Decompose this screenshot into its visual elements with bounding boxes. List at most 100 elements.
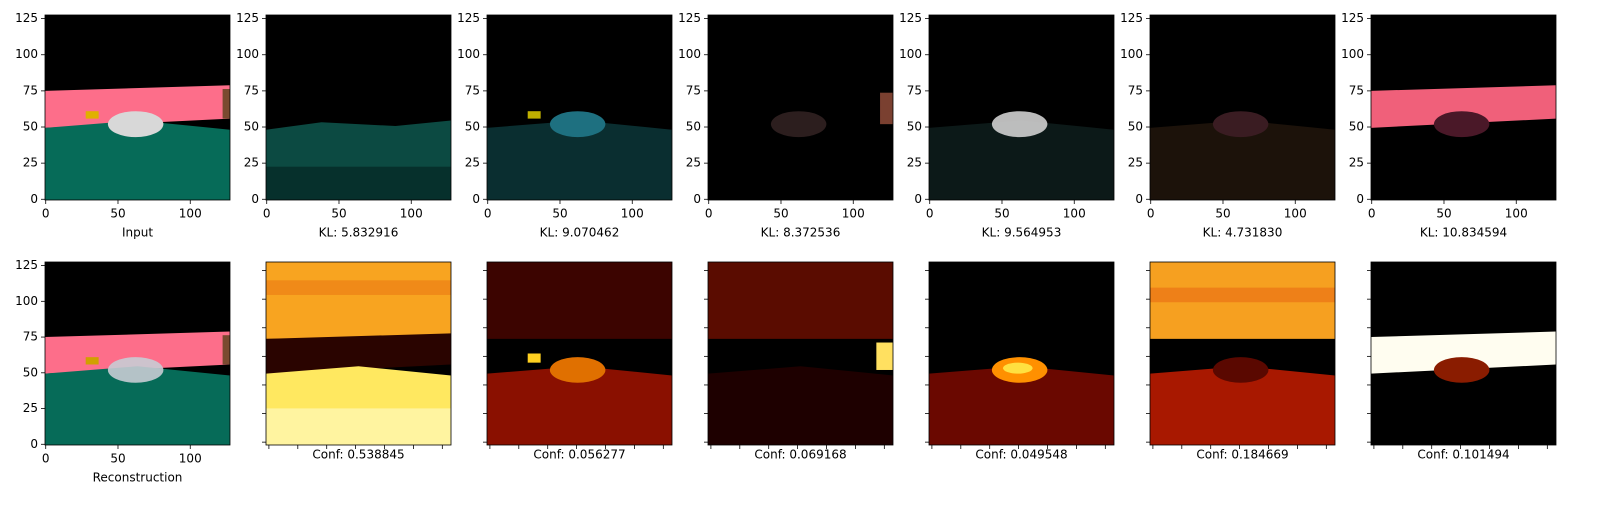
y-tick-label: 100 xyxy=(1341,47,1364,61)
image-region xyxy=(1212,111,1269,138)
image-region xyxy=(85,111,99,119)
y-tick-label: 100 xyxy=(15,294,38,308)
image-region xyxy=(487,120,672,200)
panel: 0 50 100 0 25 50 75 100 125 KL: 4.731830 xyxy=(1120,11,1336,240)
y-tick-label: 50 xyxy=(244,120,259,134)
y-tick-label: 0 xyxy=(914,192,922,206)
axes-frame xyxy=(928,14,1115,201)
y-tick-label: 50 xyxy=(23,365,38,379)
image-region xyxy=(549,111,606,138)
y-tick-label: 75 xyxy=(23,83,38,97)
panel: 0 50 100 0 25 50 75 100 125 KL: 8.372536 xyxy=(678,11,894,240)
x-axis-label: Conf: 0.184669 xyxy=(1196,448,1288,462)
x-axis-label: Input xyxy=(122,226,153,240)
axes-frame xyxy=(928,261,1115,446)
y-tick-label: 0 xyxy=(1135,192,1143,206)
axes-frame xyxy=(1370,14,1557,201)
axes-frame xyxy=(44,261,231,446)
panel: Conf: 0.069168 xyxy=(704,261,894,462)
heatmap-image xyxy=(266,262,451,445)
image-region xyxy=(708,262,893,339)
panel: 0 50 100 0 25 50 75 100 125 Input xyxy=(15,11,231,240)
panel: Conf: 0.101494 xyxy=(1367,261,1557,462)
x-axis-label: Conf: 0.538845 xyxy=(312,448,404,462)
y-tick-label: 50 xyxy=(23,120,38,134)
x-tick-label: 0 xyxy=(926,207,934,221)
x-tick-label: 100 xyxy=(1284,207,1307,221)
y-tick-label: 100 xyxy=(236,47,259,61)
y-tick-label: 125 xyxy=(457,11,480,25)
x-tick-label: 100 xyxy=(1505,207,1528,221)
image xyxy=(45,15,230,200)
y-tick-label: 125 xyxy=(678,11,701,25)
image-region xyxy=(1433,357,1490,383)
image-region xyxy=(266,166,451,200)
panel: 0 50 100 0 25 50 75 100 125 KL: 5.832916 xyxy=(236,11,452,240)
image-region xyxy=(1433,111,1490,138)
x-axis-label: KL: 4.731830 xyxy=(1203,226,1283,240)
image-region xyxy=(266,333,451,374)
y-tick-label: 50 xyxy=(465,120,480,134)
y-tick-label: 0 xyxy=(472,192,480,206)
axes-frame xyxy=(707,261,894,446)
x-tick-label: 100 xyxy=(179,207,202,221)
image-region xyxy=(527,111,541,119)
image-region xyxy=(876,342,893,370)
axes-frame xyxy=(44,14,231,201)
x-tick-label: 0 xyxy=(484,207,492,221)
y-tick-label: 75 xyxy=(1349,83,1364,97)
image xyxy=(266,15,451,200)
image-region xyxy=(708,366,893,445)
x-tick-label: 100 xyxy=(621,207,644,221)
y-tick-label: 25 xyxy=(23,156,38,170)
image xyxy=(1150,15,1335,200)
x-tick-label: 100 xyxy=(842,207,865,221)
panel: 0 50 100 0 25 50 75 100 125 Reconstruction xyxy=(15,258,231,485)
x-axis-label: KL: 9.564953 xyxy=(982,226,1062,240)
x-tick-label: 50 xyxy=(1215,207,1230,221)
y-tick-label: 0 xyxy=(1356,192,1364,206)
image-region xyxy=(1371,85,1556,128)
y-tick-label: 125 xyxy=(1341,11,1364,25)
x-axis-label: Conf: 0.101494 xyxy=(1417,448,1509,462)
y-tick-label: 25 xyxy=(686,156,701,170)
y-tick-label: 100 xyxy=(1120,47,1143,61)
axes-frame xyxy=(486,261,673,446)
image-region xyxy=(222,89,230,119)
image xyxy=(929,15,1114,200)
image-region xyxy=(880,92,893,125)
y-tick-label: 25 xyxy=(465,156,480,170)
image-region xyxy=(266,408,451,445)
heatmap-image xyxy=(1150,262,1335,445)
y-tick-label: 50 xyxy=(1128,120,1143,134)
panel: Conf: 0.538845 xyxy=(262,261,452,462)
image-region xyxy=(770,111,827,138)
x-tick-label: 0 xyxy=(263,207,271,221)
image-region xyxy=(266,262,451,339)
y-tick-label: 75 xyxy=(907,83,922,97)
y-tick-label: 75 xyxy=(465,83,480,97)
x-tick-label: 0 xyxy=(1147,207,1155,221)
x-tick-label: 50 xyxy=(110,452,125,466)
image-region xyxy=(1150,120,1335,200)
axes-frame xyxy=(486,14,673,201)
x-axis-label: KL: 5.832916 xyxy=(319,226,399,240)
x-axis-label: KL: 8.372536 xyxy=(761,226,841,240)
panel: 0 50 100 0 25 50 75 100 125 KL: 9.070462 xyxy=(457,11,673,240)
x-tick-label: 50 xyxy=(1436,207,1451,221)
image-region xyxy=(222,335,230,365)
y-tick-label: 125 xyxy=(236,11,259,25)
image-region xyxy=(929,366,1114,445)
x-axis-label: Conf: 0.069168 xyxy=(754,448,846,462)
x-tick-label: 50 xyxy=(110,207,125,221)
image xyxy=(487,15,672,200)
panel: Conf: 0.056277 xyxy=(483,261,673,462)
image-region xyxy=(107,111,164,138)
image-region xyxy=(1150,366,1335,445)
panel: Conf: 0.184669 xyxy=(1146,261,1336,462)
axes-frame xyxy=(707,14,894,201)
y-tick-label: 50 xyxy=(907,120,922,134)
x-axis-label: Reconstruction xyxy=(93,471,183,485)
y-tick-label: 0 xyxy=(251,192,259,206)
x-tick-label: 50 xyxy=(331,207,346,221)
